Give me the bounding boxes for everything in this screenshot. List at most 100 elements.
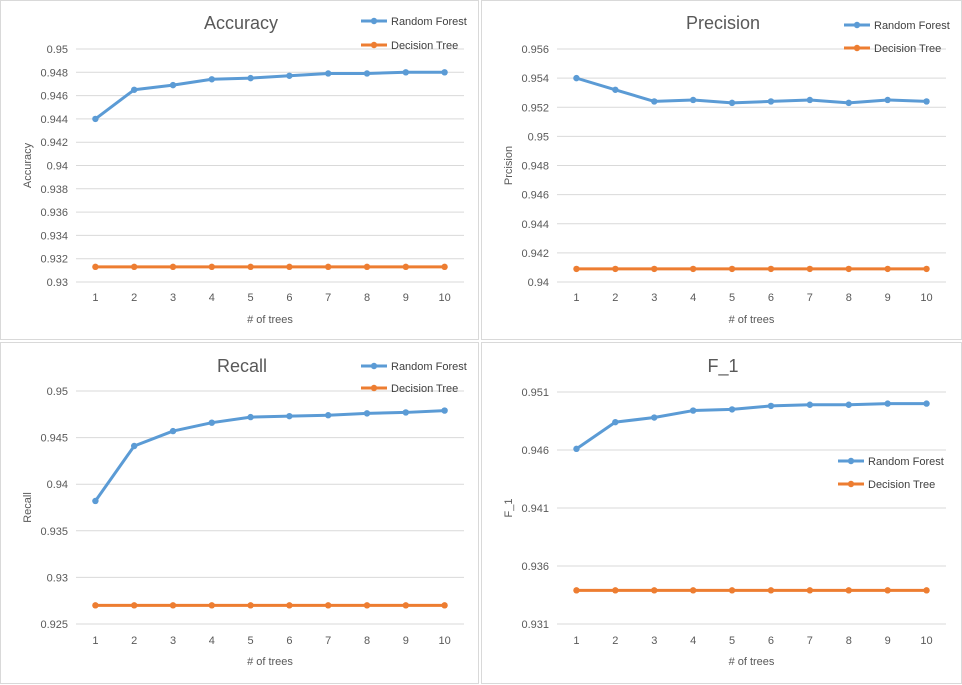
data-point xyxy=(441,407,448,414)
data-point xyxy=(651,414,658,421)
data-point xyxy=(247,413,254,421)
data-point xyxy=(131,602,138,609)
y-tick-label: 0.954 xyxy=(521,73,549,85)
x-tick-label: 10 xyxy=(438,635,450,647)
y-tick-label: 0.948 xyxy=(521,161,549,173)
y-axis-label: Recall xyxy=(22,492,34,523)
y-axis-label: Accuracy xyxy=(22,142,34,188)
y-tick-label: 0.94 xyxy=(47,479,68,491)
data-point xyxy=(325,263,332,271)
data-point xyxy=(363,410,371,417)
x-tick-label: 5 xyxy=(248,635,254,647)
x-axis-label: # of trees xyxy=(729,314,775,326)
data-point xyxy=(131,263,138,271)
data-point xyxy=(806,265,814,273)
data-point xyxy=(651,265,658,273)
data-point xyxy=(884,265,891,273)
data-point xyxy=(651,587,658,594)
chart-title: Precision xyxy=(686,13,760,33)
y-tick-label: 0.936 xyxy=(40,207,68,219)
data-point xyxy=(923,265,930,273)
x-tick-label: 4 xyxy=(209,292,215,304)
data-point xyxy=(286,602,293,609)
y-tick-label: 0.925 xyxy=(40,619,68,631)
data-point xyxy=(169,427,177,435)
chart-svg: 0.950.9480.9460.9440.9420.940.9380.9360.… xyxy=(22,13,467,326)
y-tick-label: 0.946 xyxy=(521,190,549,202)
recall-chart-panel: 0.95 0.945 0.94 0.935 0.93 0.925 1 2 3 4 5 6 7 8 9 10 Re… xyxy=(0,342,479,684)
x-tick-label: 9 xyxy=(403,292,409,304)
x-tick-label: 1 xyxy=(573,292,579,304)
data-point xyxy=(208,419,215,426)
series-line xyxy=(574,402,929,451)
data-point xyxy=(573,587,580,594)
data-point xyxy=(806,401,814,408)
data-point xyxy=(402,263,409,271)
x-tick-label: 2 xyxy=(612,292,618,304)
data-point xyxy=(325,412,332,419)
y-tick-label: 0.932 xyxy=(40,254,68,266)
y-tick-label: 0.95 xyxy=(47,386,68,398)
data-point xyxy=(923,98,930,105)
data-point xyxy=(169,81,177,89)
data-point xyxy=(441,602,448,609)
data-point xyxy=(728,265,736,273)
data-point xyxy=(845,265,852,273)
data-point xyxy=(573,74,580,82)
data-point xyxy=(131,442,138,450)
x-tick-label: 2 xyxy=(131,292,137,304)
data-point xyxy=(247,74,254,82)
data-point xyxy=(247,263,254,271)
x-tick-label: 9 xyxy=(403,635,409,647)
data-point xyxy=(767,265,775,273)
data-point xyxy=(767,402,775,410)
data-point xyxy=(612,587,619,594)
y-tick-label: 0.941 xyxy=(521,503,549,515)
data-point xyxy=(651,98,658,105)
x-tick-label: 7 xyxy=(325,292,331,304)
legend-marker xyxy=(853,21,861,29)
data-point xyxy=(923,587,930,594)
y-tick-label: 0.952 xyxy=(521,102,549,114)
x-tick-label: 6 xyxy=(768,635,774,647)
data-point xyxy=(612,418,619,426)
data-point xyxy=(612,86,619,93)
data-point xyxy=(208,263,215,271)
x-tick-label: 1 xyxy=(92,635,98,647)
legend-marker xyxy=(370,41,378,49)
data-point xyxy=(806,96,814,104)
data-point xyxy=(247,602,254,609)
series-line xyxy=(93,70,447,121)
chart-title: F_1 xyxy=(707,356,738,377)
data-point xyxy=(286,263,293,271)
data-point xyxy=(884,96,891,104)
data-point xyxy=(689,96,697,104)
chart-svg: 0.9560.9540.9520.950.9480.9460.9440.9420… xyxy=(503,13,950,326)
y-tick-label: 0.944 xyxy=(40,114,68,126)
data-point xyxy=(884,587,891,594)
x-tick-label: 7 xyxy=(325,635,331,647)
x-tick-label: 10 xyxy=(920,635,932,647)
data-point xyxy=(728,99,736,107)
x-axis-label: # of trees xyxy=(247,314,293,326)
legend-marker xyxy=(370,384,378,392)
y-tick-label: 0.956 xyxy=(521,44,549,56)
legend-label: Decision Tree xyxy=(391,383,458,395)
x-tick-label: 3 xyxy=(651,635,657,647)
data-point xyxy=(573,445,580,453)
x-tick-label: 2 xyxy=(612,635,618,647)
y-tick-label: 0.942 xyxy=(40,137,68,149)
x-tick-label: 3 xyxy=(170,635,176,647)
data-point xyxy=(573,265,580,273)
data-point xyxy=(689,587,697,594)
y-tick-label: 0.931 xyxy=(521,619,549,631)
x-tick-label: 7 xyxy=(807,635,813,647)
y-tick-label: 0.95 xyxy=(528,131,549,143)
data-point xyxy=(208,76,215,83)
x-tick-label: 10 xyxy=(920,292,932,304)
chart-svg: 0.951 0.946 0.941 0.936 0.931 1 2 3 4 5 6 7 8 9 10 F_1 F… xyxy=(503,356,946,668)
legend-label: Decision Tree xyxy=(391,40,458,52)
data-point xyxy=(923,400,930,407)
y-tick-label: 0.94 xyxy=(528,277,549,289)
y-tick-label: 0.95 xyxy=(47,44,68,56)
